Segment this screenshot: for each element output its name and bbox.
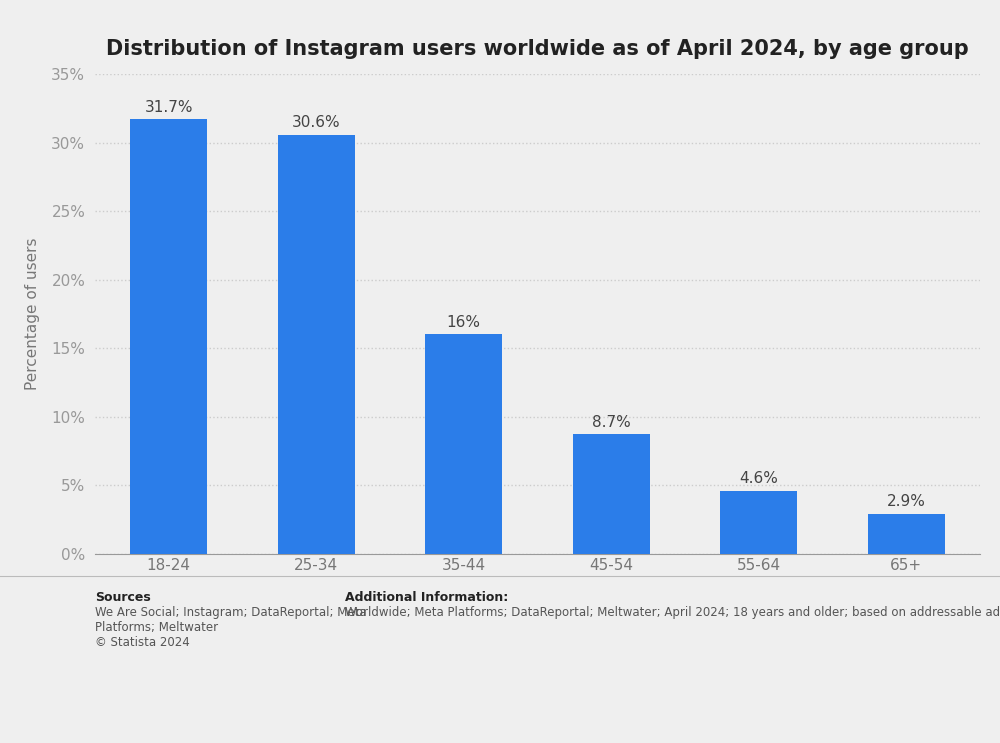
Text: Additional Information:: Additional Information:: [345, 591, 508, 603]
Bar: [130, 120, 207, 554]
Title: Distribution of Instagram users worldwide as of April 2024, by age group: Distribution of Instagram users worldwid…: [106, 39, 969, 59]
Y-axis label: Percentage of users: Percentage of users: [25, 238, 40, 390]
Text: Sources: Sources: [95, 591, 151, 603]
Bar: [868, 514, 945, 554]
Text: 30.6%: 30.6%: [292, 114, 341, 130]
Text: 8.7%: 8.7%: [592, 415, 631, 429]
Bar: [278, 134, 355, 554]
Text: We Are Social; Instagram; DataReportal; Meta
Platforms; Meltwater
© Statista 202: We Are Social; Instagram; DataReportal; …: [95, 606, 367, 649]
Bar: [720, 490, 797, 554]
Text: 2.9%: 2.9%: [887, 494, 926, 509]
Bar: [425, 334, 502, 554]
Text: 4.6%: 4.6%: [739, 471, 778, 486]
Text: Worldwide; Meta Platforms; DataReportal; Meltwater; April 2024; 18 years and old: Worldwide; Meta Platforms; DataReportal;…: [345, 606, 1000, 618]
Bar: [573, 435, 650, 554]
Text: 31.7%: 31.7%: [144, 100, 193, 114]
Text: 16%: 16%: [447, 315, 481, 330]
